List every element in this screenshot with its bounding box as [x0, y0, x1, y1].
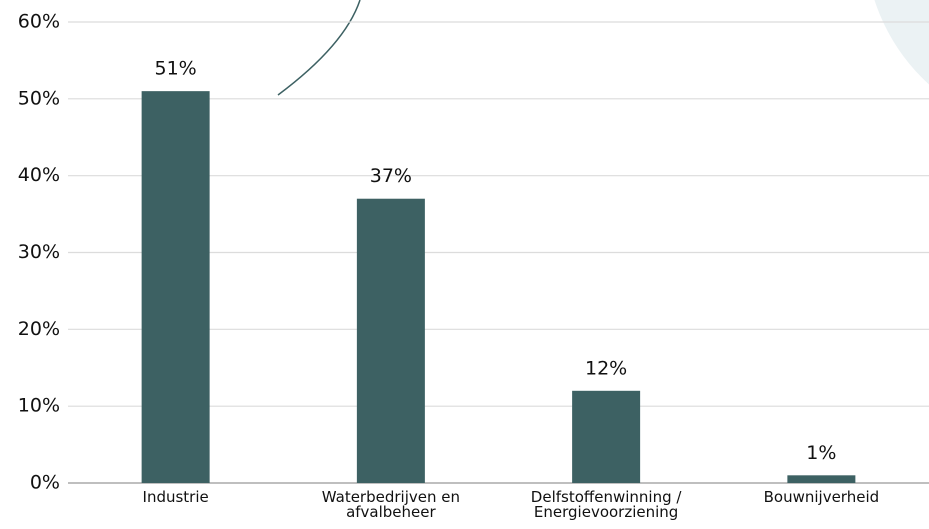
- x-tick-label: Delfstoffenwinning / Energievoorziening: [530, 488, 682, 521]
- y-tick-label: 30%: [18, 241, 60, 263]
- value-label: 37%: [370, 165, 412, 187]
- bar: [141, 91, 210, 484]
- decoration-curve: [277, 0, 361, 96]
- bar: [356, 198, 425, 483]
- y-tick-label: 60%: [18, 11, 60, 33]
- y-tick-label: 40%: [18, 164, 60, 186]
- y-tick-label: 10%: [18, 395, 60, 417]
- x-tick-label: Waterbedrijven en afvalbeheer: [321, 488, 460, 521]
- y-tick-label: 50%: [18, 87, 60, 109]
- bar: [572, 390, 641, 483]
- x-tick-label: Bouwnijverheid: [763, 488, 880, 506]
- value-label: 1%: [806, 442, 836, 464]
- value-label: 51%: [155, 58, 197, 80]
- y-tick-label: 20%: [18, 318, 60, 340]
- value-label: 12%: [585, 357, 627, 379]
- x-tick-label: Industrie: [142, 488, 209, 506]
- y-tick-label: 0%: [30, 472, 60, 494]
- decoration-circle: [874, 0, 929, 85]
- bar: [787, 475, 856, 483]
